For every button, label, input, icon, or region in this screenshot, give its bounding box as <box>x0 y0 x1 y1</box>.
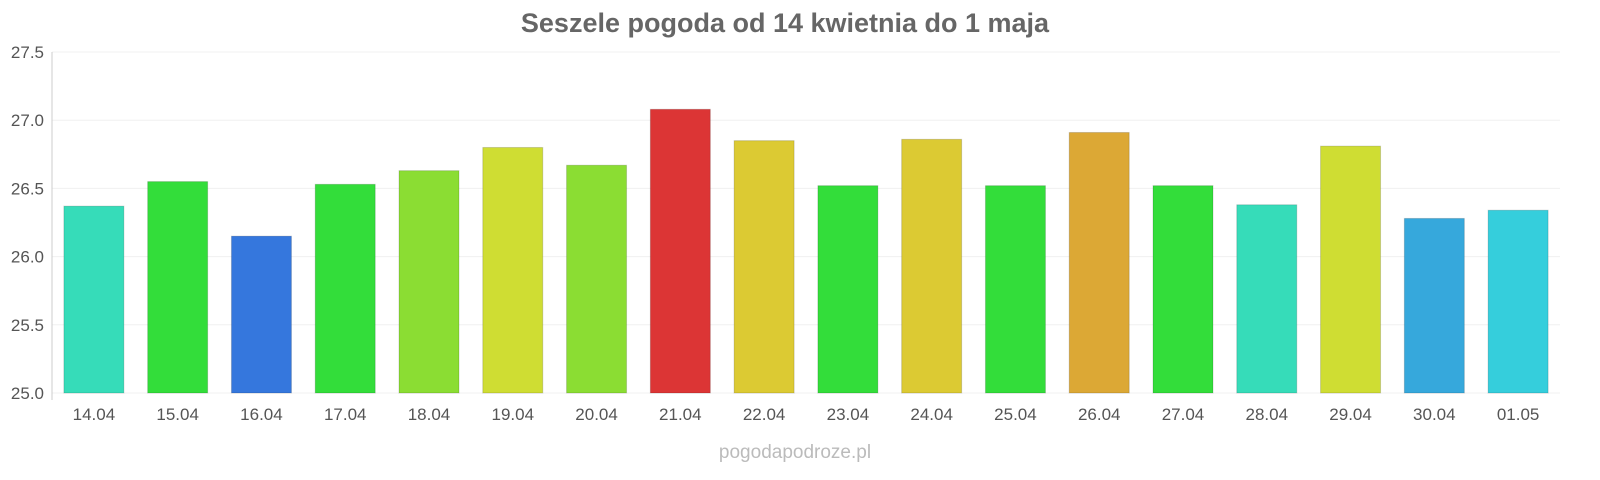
x-tick-label: 17.04 <box>324 405 367 424</box>
y-tick-label: 25.5 <box>11 316 44 335</box>
bar-16.04 <box>230 235 292 394</box>
y-tick-label: 25.0 <box>11 384 44 403</box>
bar-22.04 <box>733 140 795 394</box>
bar-30.04 <box>1403 217 1465 394</box>
credit-text: pogodapodroze.pl <box>719 442 871 463</box>
x-tick-label: 28.04 <box>1246 405 1289 424</box>
x-tick-label: 14.04 <box>73 405 116 424</box>
x-tick-label: 23.04 <box>827 405 870 424</box>
x-axis-ticks: 14.04 15.04 16.04 17.04 18.04 19.04 20.04 21.04… <box>73 405 1540 424</box>
bar-17.04 <box>314 183 376 394</box>
bar-20.04 <box>566 164 628 394</box>
bar-23.04 <box>817 185 879 394</box>
x-tick-label: 16.04 <box>240 405 283 424</box>
bar-24.04 <box>901 138 963 394</box>
x-tick-label: 18.04 <box>408 405 451 424</box>
x-tick-label: 19.04 <box>492 405 535 424</box>
x-tick-label: 15.04 <box>156 405 199 424</box>
x-tick-label: 30.04 <box>1413 405 1456 424</box>
bar-21.04 <box>649 108 711 394</box>
bar-29.04 <box>1320 145 1382 394</box>
bar-19.04 <box>482 146 544 394</box>
y-tick-label: 27.5 <box>11 43 44 62</box>
x-tick-label: 20.04 <box>575 405 618 424</box>
bars <box>63 108 1549 394</box>
bar-15.04 <box>147 181 209 394</box>
y-tick-label: 27.0 <box>11 111 44 130</box>
bar-26.04 <box>1068 131 1130 394</box>
bar-01.05 <box>1487 209 1549 394</box>
y-tick-label: 26.0 <box>11 248 44 267</box>
x-tick-label: 24.04 <box>910 405 953 424</box>
bar-28.04 <box>1236 204 1298 394</box>
bar-27.04 <box>1152 185 1214 394</box>
gridlines <box>52 51 1560 394</box>
bar-25.04 <box>984 185 1046 394</box>
x-tick-label: 27.04 <box>1162 405 1205 424</box>
y-axis-ticks: 25.0 25.5 26.0 26.5 27.0 27.5 <box>11 43 44 403</box>
bar-18.04 <box>398 170 460 394</box>
x-tick-label: 29.04 <box>1329 405 1372 424</box>
x-tick-label: 26.04 <box>1078 405 1121 424</box>
bar-14.04 <box>63 205 125 394</box>
x-tick-label: 01.05 <box>1497 405 1540 424</box>
x-tick-label: 21.04 <box>659 405 702 424</box>
x-tick-label: 22.04 <box>743 405 786 424</box>
chart-title: Seszele pogoda od 14 kwietnia do 1 maja <box>521 8 1050 38</box>
y-tick-label: 26.5 <box>11 179 44 198</box>
x-tick-label: 25.04 <box>994 405 1037 424</box>
